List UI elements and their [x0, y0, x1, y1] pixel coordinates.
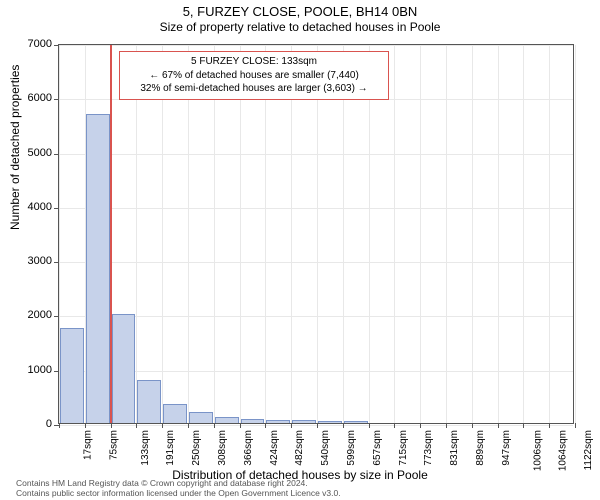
xtick-mark: [549, 423, 550, 428]
xtick-mark: [317, 423, 318, 428]
gridline-vertical: [136, 45, 137, 423]
xtick-label: 366sqm: [243, 430, 254, 466]
gridline-vertical: [523, 45, 524, 423]
xtick-label: 250sqm: [191, 430, 202, 466]
xtick-label: 1064sqm: [558, 430, 569, 471]
xtick-label: 1006sqm: [532, 430, 543, 471]
xtick-label: 715sqm: [398, 430, 409, 466]
gridline-vertical: [214, 45, 215, 423]
gridline-vertical: [498, 45, 499, 423]
xtick-label: 773sqm: [423, 430, 434, 466]
annotation-line-2: ← 67% of detached houses are smaller (7,…: [126, 69, 382, 83]
xtick-mark: [472, 423, 473, 428]
xtick-label: 831sqm: [449, 430, 460, 466]
attribution-footer: Contains HM Land Registry data © Crown c…: [16, 478, 341, 498]
gridline-vertical: [265, 45, 266, 423]
xtick-mark: [162, 423, 163, 428]
xtick-mark: [394, 423, 395, 428]
histogram-bar: [163, 404, 187, 423]
histogram-bar: [215, 417, 239, 424]
xtick-mark: [523, 423, 524, 428]
histogram-bar: [137, 380, 161, 423]
gridline-vertical: [291, 45, 292, 423]
xtick-label: 599sqm: [346, 430, 357, 466]
xtick-mark: [420, 423, 421, 428]
xtick-label: 540sqm: [320, 430, 331, 466]
xtick-mark: [446, 423, 447, 428]
plot-area: 5 FURZEY CLOSE: 133sqm← 67% of detached …: [58, 44, 574, 424]
chart-area: 5 FURZEY CLOSE: 133sqm← 67% of detached …: [58, 44, 574, 424]
histogram-bar: [112, 314, 136, 423]
xtick-label: 424sqm: [269, 430, 280, 466]
ytick-label: 0: [12, 418, 52, 430]
chart-title-block: 5, FURZEY CLOSE, POOLE, BH14 0BN Size of…: [0, 0, 600, 34]
xtick-label: 308sqm: [217, 430, 228, 466]
histogram-bar: [86, 114, 110, 423]
gridline-vertical: [394, 45, 395, 423]
histogram-bar: [292, 420, 316, 423]
footer-line-2: Contains public sector information licen…: [16, 488, 341, 498]
gridline-vertical: [472, 45, 473, 423]
xtick-label: 482sqm: [294, 430, 305, 466]
gridline-vertical: [549, 45, 550, 423]
xtick-mark: [343, 423, 344, 428]
xtick-mark: [214, 423, 215, 428]
ytick-label: 7000: [12, 38, 52, 50]
ytick-label: 6000: [12, 92, 52, 104]
reference-line: [110, 45, 112, 423]
annotation-line-1: 5 FURZEY CLOSE: 133sqm: [126, 55, 382, 69]
annotation-line-3: 32% of semi-detached houses are larger (…: [126, 82, 382, 96]
xtick-mark: [575, 423, 576, 428]
xtick-label: 947sqm: [501, 430, 512, 466]
xtick-label: 75sqm: [108, 430, 119, 460]
xtick-mark: [85, 423, 86, 428]
gridline-vertical: [162, 45, 163, 423]
histogram-bar: [318, 421, 342, 423]
title-line-1: 5, FURZEY CLOSE, POOLE, BH14 0BN: [0, 4, 600, 19]
xtick-mark: [369, 423, 370, 428]
ytick-label: 3000: [12, 255, 52, 267]
xtick-label: 1122sqm: [583, 430, 594, 470]
ytick-label: 5000: [12, 147, 52, 159]
gridline-vertical: [317, 45, 318, 423]
xtick-mark: [498, 423, 499, 428]
xtick-label: 17sqm: [83, 430, 94, 460]
gridline-vertical: [575, 45, 576, 423]
title-line-2: Size of property relative to detached ho…: [0, 20, 600, 34]
xtick-mark: [111, 423, 112, 428]
xtick-mark: [265, 423, 266, 428]
footer-line-1: Contains HM Land Registry data © Crown c…: [16, 478, 341, 488]
xtick-label: 889sqm: [475, 430, 486, 466]
ytick-label: 2000: [12, 309, 52, 321]
gridline-vertical: [369, 45, 370, 423]
ytick-label: 1000: [12, 364, 52, 376]
xtick-mark: [188, 423, 189, 428]
histogram-bar: [344, 421, 368, 423]
gridline-vertical: [343, 45, 344, 423]
xtick-mark: [291, 423, 292, 428]
histogram-bar: [266, 420, 290, 423]
histogram-bar: [241, 419, 265, 423]
xtick-mark: [59, 423, 60, 428]
gridline-vertical: [420, 45, 421, 423]
histogram-bar: [60, 328, 84, 423]
xtick-mark: [136, 423, 137, 428]
ytick-label: 4000: [12, 201, 52, 213]
xtick-label: 191sqm: [165, 430, 176, 466]
xtick-label: 133sqm: [140, 430, 151, 466]
gridline-vertical: [240, 45, 241, 423]
xtick-label: 657sqm: [372, 430, 383, 466]
gridline-vertical: [188, 45, 189, 423]
xtick-mark: [240, 423, 241, 428]
annotation-box: 5 FURZEY CLOSE: 133sqm← 67% of detached …: [119, 51, 389, 100]
gridline-vertical: [446, 45, 447, 423]
histogram-bar: [189, 412, 213, 423]
